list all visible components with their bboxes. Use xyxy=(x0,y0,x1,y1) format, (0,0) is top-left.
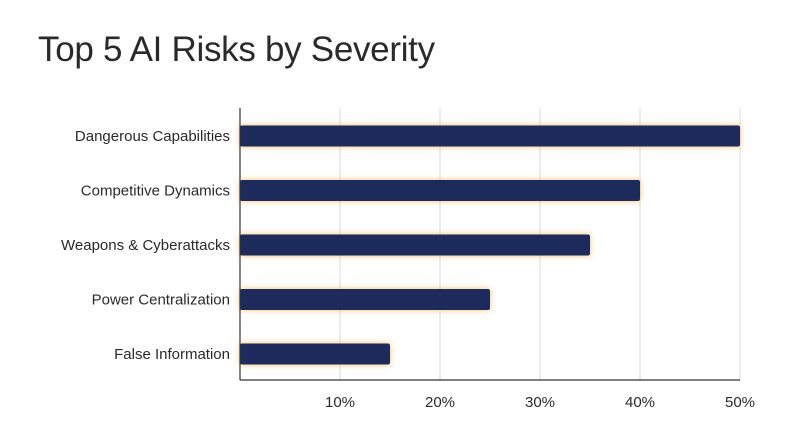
bar xyxy=(240,180,640,201)
x-tick-label: 50% xyxy=(725,394,755,411)
x-tick-label: 40% xyxy=(625,394,655,411)
category-label: Power Centralization xyxy=(92,292,230,309)
x-tick-label: 10% xyxy=(325,394,355,411)
bar xyxy=(240,125,740,147)
bars xyxy=(240,125,740,365)
category-label: Weapons & Cyberattacks xyxy=(61,237,230,254)
chart-title: Top 5 AI Risks by Severity xyxy=(38,30,435,69)
bar xyxy=(240,289,490,310)
category-label: Competitive Dynamics xyxy=(81,183,230,200)
bar xyxy=(240,343,390,365)
category-label: False Information xyxy=(114,346,230,363)
x-tick-label: 30% xyxy=(525,394,555,411)
category-label: Dangerous Capabilities xyxy=(75,128,230,145)
axes xyxy=(239,108,740,381)
labels: 10% 20% 30% 40% 50% Dangerous Capabilities Com… xyxy=(61,128,755,411)
bar xyxy=(240,234,590,256)
x-tick-label: 20% xyxy=(425,394,455,411)
